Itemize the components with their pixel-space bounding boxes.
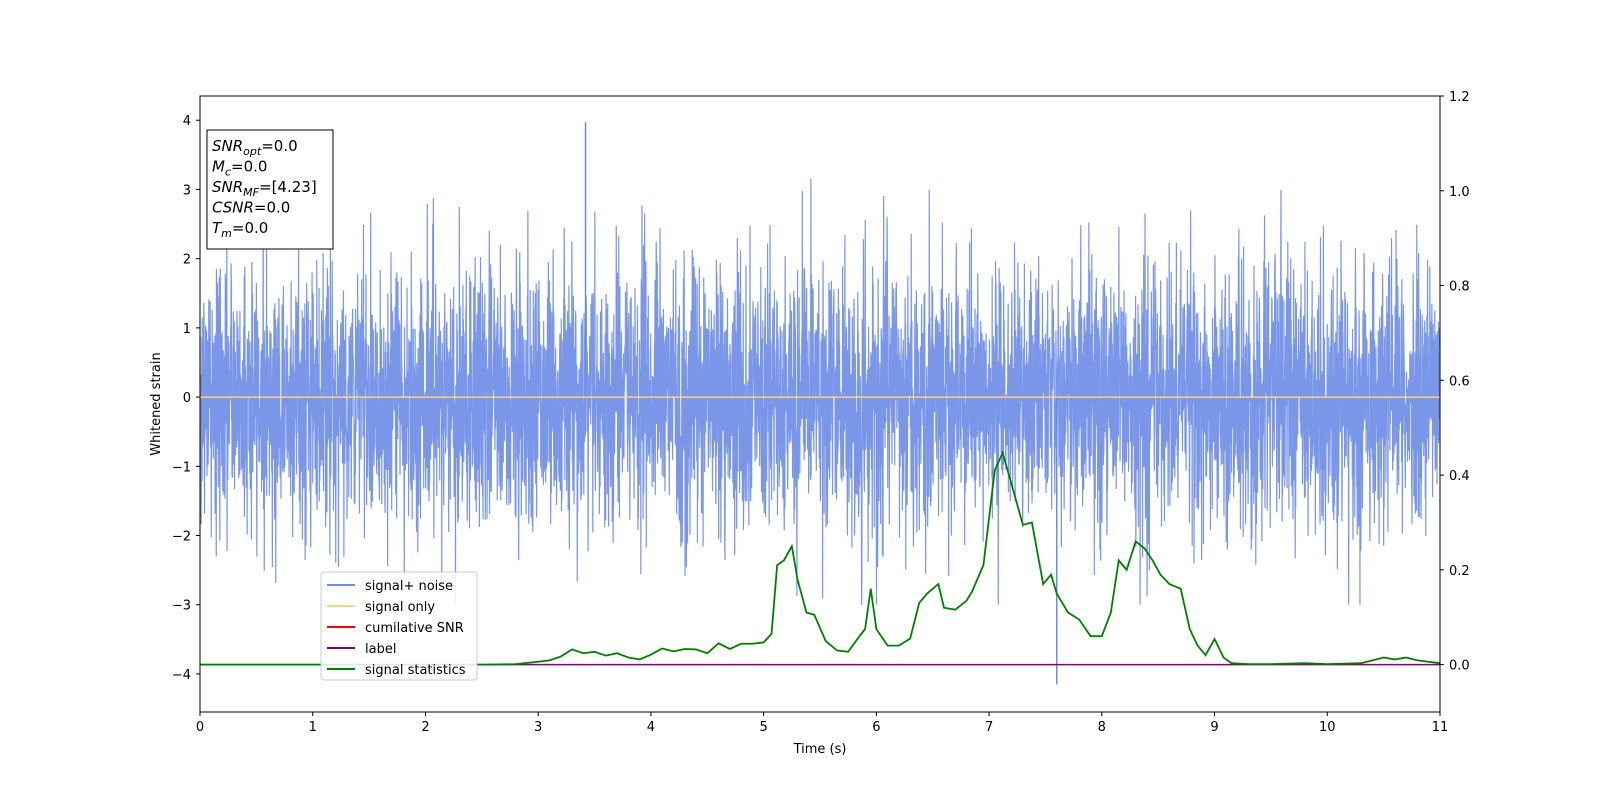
x-tick-label: 0: [196, 720, 204, 735]
x-tick-label: 9: [1210, 720, 1218, 735]
y-right-tick-label: 0.8: [1449, 280, 1470, 295]
legend: signal+ noise signal only cumilative SNR la…: [320, 571, 478, 681]
y-left-tick-label: −2: [172, 530, 191, 545]
y-left-tick-label: −4: [172, 668, 191, 683]
y-right-tick-label: 1.0: [1449, 185, 1470, 200]
x-tick-label: 2: [421, 720, 429, 735]
y-right-tick-label: 0.4: [1449, 469, 1470, 484]
y-right-tick-label: 0.0: [1449, 659, 1470, 674]
y-right-tick-label: 0.6: [1449, 374, 1470, 389]
y-left-tick-label: 0: [183, 391, 191, 406]
x-tick-label: 3: [534, 720, 542, 735]
legend-frame: [320, 571, 478, 681]
x-tick-label: 11: [1432, 720, 1449, 735]
x-tick-label: 8: [1098, 720, 1106, 735]
y-left-tick-label: −1: [172, 460, 191, 475]
legend-label: signal only: [365, 600, 435, 615]
x-tick-label: 5: [759, 720, 767, 735]
legend-label: cumilative SNR: [365, 621, 464, 636]
info-box-line: CSNR=0.0: [212, 199, 290, 217]
info-box-frame: [206, 129, 334, 250]
y-left-tick-label: 2: [183, 253, 191, 268]
y-axis-label: Whitened strain: [149, 352, 164, 455]
x-tick-label: 4: [647, 720, 655, 735]
signal-plus-noise-line: [199, 178, 1441, 605]
legend-label: signal statistics: [365, 663, 466, 678]
y-left-tick-label: 4: [183, 114, 191, 129]
legend-label: label: [365, 642, 396, 657]
signal-plus-noise-series: [199, 122, 1441, 685]
info-box-line: SNRMF=[4.23]: [212, 178, 317, 199]
signal-statistics-line: [200, 450, 1441, 666]
info-box-line: SNRopt=0.0: [212, 137, 298, 158]
info-box-line: Tm=0.0: [212, 219, 268, 240]
info-box-line: Mc=0.0: [212, 158, 267, 179]
legend-label: signal+ noise: [365, 579, 453, 594]
x-tick-label: 1: [309, 720, 317, 735]
x-tick-label: 6: [872, 720, 880, 735]
y-right-tick-label: 0.2: [1449, 564, 1470, 579]
y-left-tick-label: −3: [172, 599, 191, 614]
x-tick-label: 7: [985, 720, 993, 735]
x-tick-label: 10: [1319, 720, 1336, 735]
y-left-tick-label: 3: [183, 183, 191, 198]
plot-frame: [199, 95, 1441, 713]
y-left-tick-label: 1: [183, 322, 191, 337]
x-axis-label: Time (s): [793, 742, 847, 757]
y-right-tick-label: 1.2: [1449, 90, 1470, 105]
